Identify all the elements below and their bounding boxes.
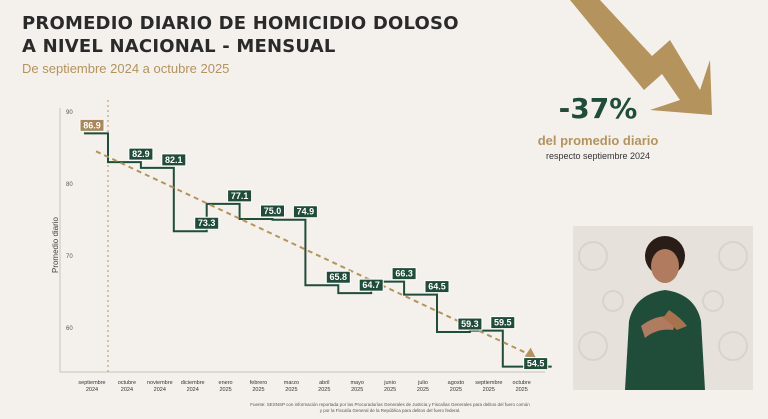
x-tick-label-month: marzo: [284, 380, 299, 386]
y-tick-label: 80: [66, 182, 73, 188]
y-axis-label: Promedio diario: [51, 216, 60, 273]
data-label-box: [194, 216, 220, 230]
x-tick-label-month: febrero: [250, 380, 267, 386]
x-tick-label-month: junio: [383, 380, 396, 386]
data-label: 73.3: [198, 218, 216, 228]
title-line-2: A NIVEL NACIONAL - MENSUAL: [22, 36, 336, 57]
data-label-box: [79, 118, 105, 132]
data-label: 77.1: [231, 191, 249, 201]
source-note: Fuente: SESNSP con información reportada…: [190, 402, 590, 414]
source-line-2: y por la Fiscalía General de la Repúblic…: [319, 408, 461, 413]
data-label-box: [260, 204, 285, 218]
x-tick-label-year: 2025: [318, 387, 330, 393]
decorative-arrow-icon: [570, 0, 712, 115]
x-tick-label-year: 2025: [285, 387, 297, 393]
title-line-1: PROMEDIO DIARIO DE HOMICIDIO DOLOSO: [22, 13, 459, 34]
interpreter-figure-icon: [573, 226, 753, 390]
x-tick-label-month: diciembre: [181, 380, 205, 386]
percent-change-sublabel: respecto septiembre 2024: [545, 151, 651, 161]
x-tick-label-month: julio: [417, 380, 428, 386]
sign-language-interpreter-video: [573, 226, 753, 390]
data-label-box: [128, 147, 154, 161]
data-label: 64.5: [428, 282, 446, 292]
x-tick-label-month: septiembre: [475, 380, 502, 386]
data-label: 64.7: [362, 280, 380, 290]
x-tick-label-month: octubre: [513, 380, 531, 386]
data-label: 59.3: [461, 319, 479, 329]
chart-title: PROMEDIO DIARIO DE HOMICIDIO DOLOSO A NI…: [22, 12, 492, 58]
data-label-box: [325, 270, 351, 284]
data-label: 65.8: [330, 272, 348, 282]
data-label: 86.9: [83, 120, 101, 130]
trend-arrowhead: [524, 347, 536, 358]
data-label-box: [391, 267, 417, 281]
data-label: 74.9: [297, 207, 315, 217]
x-tick-label-year: 2024: [86, 387, 98, 393]
x-tick-label-month: noviembre: [147, 380, 173, 386]
x-tick-label-month: mayo: [350, 380, 363, 386]
data-label: 59.5: [494, 318, 512, 328]
x-tick-label-month: septiembre: [78, 380, 105, 386]
chart-subtitle: De septiembre 2024 a octubre 2025: [22, 61, 230, 76]
data-label-box: [523, 357, 549, 371]
x-tick-label-year: 2024: [121, 387, 133, 393]
x-tick-label-year: 2024: [154, 387, 166, 393]
data-label: 75.0: [264, 206, 282, 216]
y-tick-label: 90: [66, 110, 73, 116]
data-label-box: [424, 280, 450, 294]
x-tick-label-year: 2025: [450, 387, 462, 393]
x-tick-label-month: abril: [319, 380, 329, 386]
data-label-box: [292, 205, 318, 219]
y-tick-label: 60: [66, 326, 73, 332]
data-label-box: [490, 316, 516, 330]
x-tick-label-month: agosto: [448, 380, 465, 386]
data-label-box: [161, 153, 187, 167]
x-tick-label-year: 2025: [219, 387, 231, 393]
x-tick-label-year: 2025: [384, 387, 396, 393]
x-tick-label-month: enero: [219, 380, 233, 386]
source-line-1: Fuente: SESNSP con información reportada…: [250, 402, 530, 407]
data-label: 54.5: [527, 359, 545, 369]
x-tick-label-month: octubre: [118, 380, 136, 386]
percent-change-value: -37%: [558, 92, 638, 125]
series-step-line: [84, 132, 552, 368]
x-tick-label-year: 2025: [483, 387, 495, 393]
percent-change-label: del promedio diario: [537, 133, 659, 148]
data-label: 82.1: [165, 155, 183, 165]
x-tick-label-year: 2024: [187, 387, 199, 393]
x-tick-label-year: 2025: [351, 387, 363, 393]
y-tick-label: 70: [66, 254, 73, 260]
x-tick-label-year: 2025: [417, 387, 429, 393]
data-label-box: [227, 189, 253, 203]
x-tick-label-year: 2025: [516, 387, 528, 393]
data-label: 82.9: [132, 149, 150, 159]
x-tick-label-year: 2025: [252, 387, 264, 393]
data-label: 66.3: [395, 269, 413, 279]
data-label-box: [457, 317, 483, 331]
data-label-box: [358, 278, 384, 292]
